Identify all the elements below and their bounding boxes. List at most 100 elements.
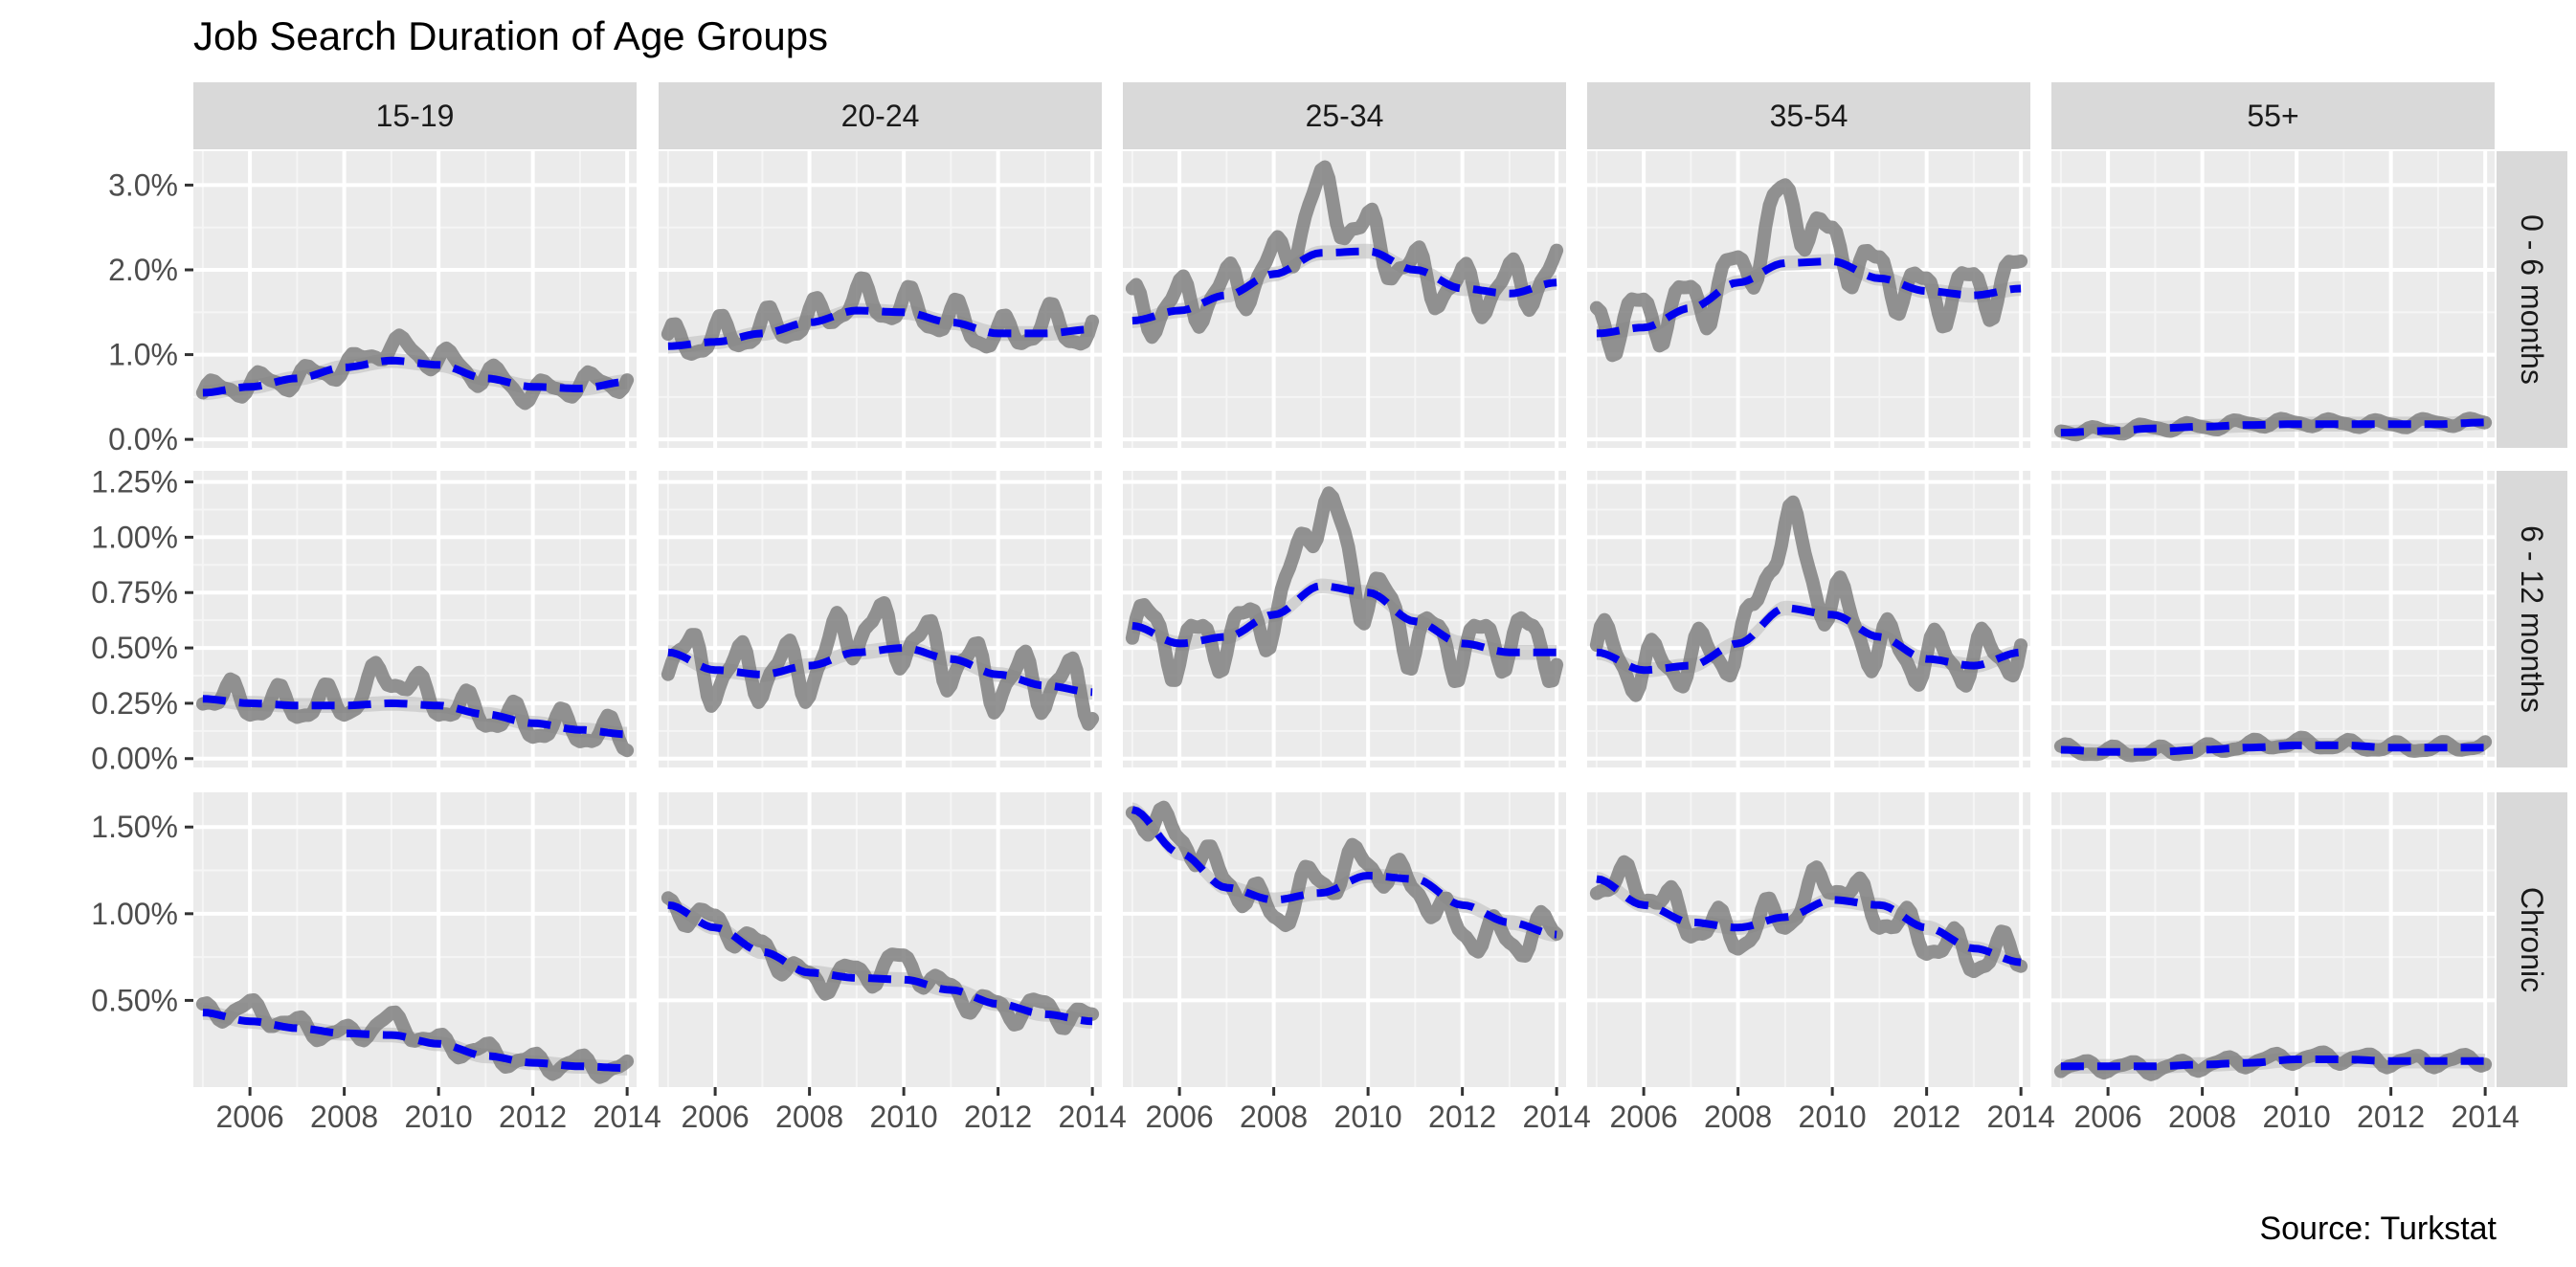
facet-strip-column [193,82,637,149]
trend-line [667,900,1093,1026]
x-tick-label: 2006 [2074,1100,2142,1134]
facet-panel [1587,151,2030,448]
facet-panel [659,151,1102,448]
observed-series-line [1125,486,1564,688]
x-tick-label: 2010 [1799,1100,1867,1134]
panel-background [193,151,637,448]
facet-strip-column [1123,82,1566,149]
trend-line [667,644,1093,697]
y-tick-label: 0.00% [91,742,178,776]
facet-panel [1123,792,1566,1087]
observed-series-line [195,328,635,411]
facet-panel [193,471,637,767]
facet-panel [193,151,637,448]
x-tick-label: 2014 [1059,1100,1127,1134]
x-tick-label: 2012 [1893,1100,1960,1134]
y-tick-label: 1.25% [91,465,178,500]
panel-background [659,151,1102,448]
x-tick-label: 2012 [1428,1100,1496,1134]
x-tick-label: 2006 [682,1100,750,1134]
y-tick-label: 3.0% [108,167,178,202]
x-tick-label: 2012 [499,1100,567,1134]
x-tick-label: 2006 [1146,1100,1214,1134]
trend-line [1596,875,2022,967]
x-tick-label: 2006 [216,1100,284,1134]
panel-background [2051,792,2495,1087]
x-tick-label: 2010 [870,1100,938,1134]
facet-strip-row [2497,792,2567,1087]
y-tick-label: 0.50% [91,631,178,665]
facet-label-column: 25-34 [1306,99,1384,133]
x-tick-label: 2014 [2452,1100,2520,1134]
panel-background [1123,792,1566,1087]
y-tick-label: 1.0% [108,338,178,372]
observed-series-line [195,656,635,758]
facet-panel [2051,151,2495,448]
trend-line [1596,604,2022,675]
y-tick-label: 2.0% [108,253,178,287]
facet-label-column: 15-19 [376,99,455,133]
observed-series-line [661,271,1100,361]
x-tick-label: 2014 [1523,1100,1591,1134]
y-tick-label: 1.50% [91,810,178,844]
facet-label-row: Chronic [2515,887,2549,992]
x-tick-label: 2012 [964,1100,1032,1134]
observed-series-line [195,993,635,1084]
facet-label-column: 55+ [2247,99,2298,133]
facet-label-row: 6 - 12 months [2515,525,2549,713]
observed-series-line [2053,411,2493,442]
y-tick-label: 0.0% [108,422,178,456]
trend-line [1131,806,1557,939]
facet-panel [2051,471,2495,767]
x-tick-label: 2010 [405,1100,473,1134]
facet-panel [659,792,1102,1087]
x-tick-label: 2008 [2168,1100,2236,1134]
trend-line [1131,247,1557,325]
panel-background [2051,471,2495,767]
y-tick-label: 0.50% [91,983,178,1017]
x-tick-label: 2006 [1610,1100,1678,1134]
facet-panel [2051,792,2495,1087]
trend-line [1131,582,1557,656]
x-tick-label: 2008 [1240,1100,1308,1134]
y-tick-label: 1.00% [91,897,178,931]
observed-series-line [1589,178,2028,363]
panel-background [2051,151,2495,448]
x-tick-label: 2010 [2263,1100,2331,1134]
facet-label-row: 0 - 6 months [2515,214,2549,385]
facet-label-column: 20-24 [841,99,920,133]
source-caption: Source: Turkstat [2259,1211,2497,1247]
facet-panel [1587,471,2030,767]
observed-series-line [2053,730,2493,763]
x-tick-label: 2008 [1704,1100,1772,1134]
observed-series-line [1125,800,1564,963]
facet-panel [1123,151,1566,448]
y-tick-label: 0.25% [91,686,178,721]
facet-strip-column [1587,82,2030,149]
observed-series-line [1125,160,1564,345]
facet-label-column: 35-54 [1770,99,1848,133]
facet-panel [1123,471,1566,767]
trend-line [1596,257,2022,338]
panel-background [1587,471,2030,767]
chart-title: Job Search Duration of Age Groups [193,13,828,58]
panels: 15-19 20-24 25-34 35-54 55+ 0 - 6 months 6 - 1… [91,82,2567,1134]
facet-panel [1587,792,2030,1087]
y-tick-label: 1.00% [91,520,178,554]
facet-panel [659,471,1102,767]
facet-panel [193,792,637,1087]
x-tick-label: 2012 [2357,1100,2425,1134]
x-tick-label: 2014 [1987,1100,2055,1134]
facet-strip-row [2497,471,2567,767]
observed-series-line [661,596,1100,731]
facet-strip-column [2051,82,2495,149]
x-tick-label: 2010 [1334,1100,1402,1134]
observed-series-line [2053,1045,2493,1081]
x-tick-label: 2008 [775,1100,843,1134]
y-tick-label: 0.75% [91,575,178,610]
facet-strip-row [2497,151,2567,448]
facet-strip-column [659,82,1102,149]
x-tick-label: 2008 [310,1100,378,1134]
x-tick-label: 2014 [594,1100,661,1134]
